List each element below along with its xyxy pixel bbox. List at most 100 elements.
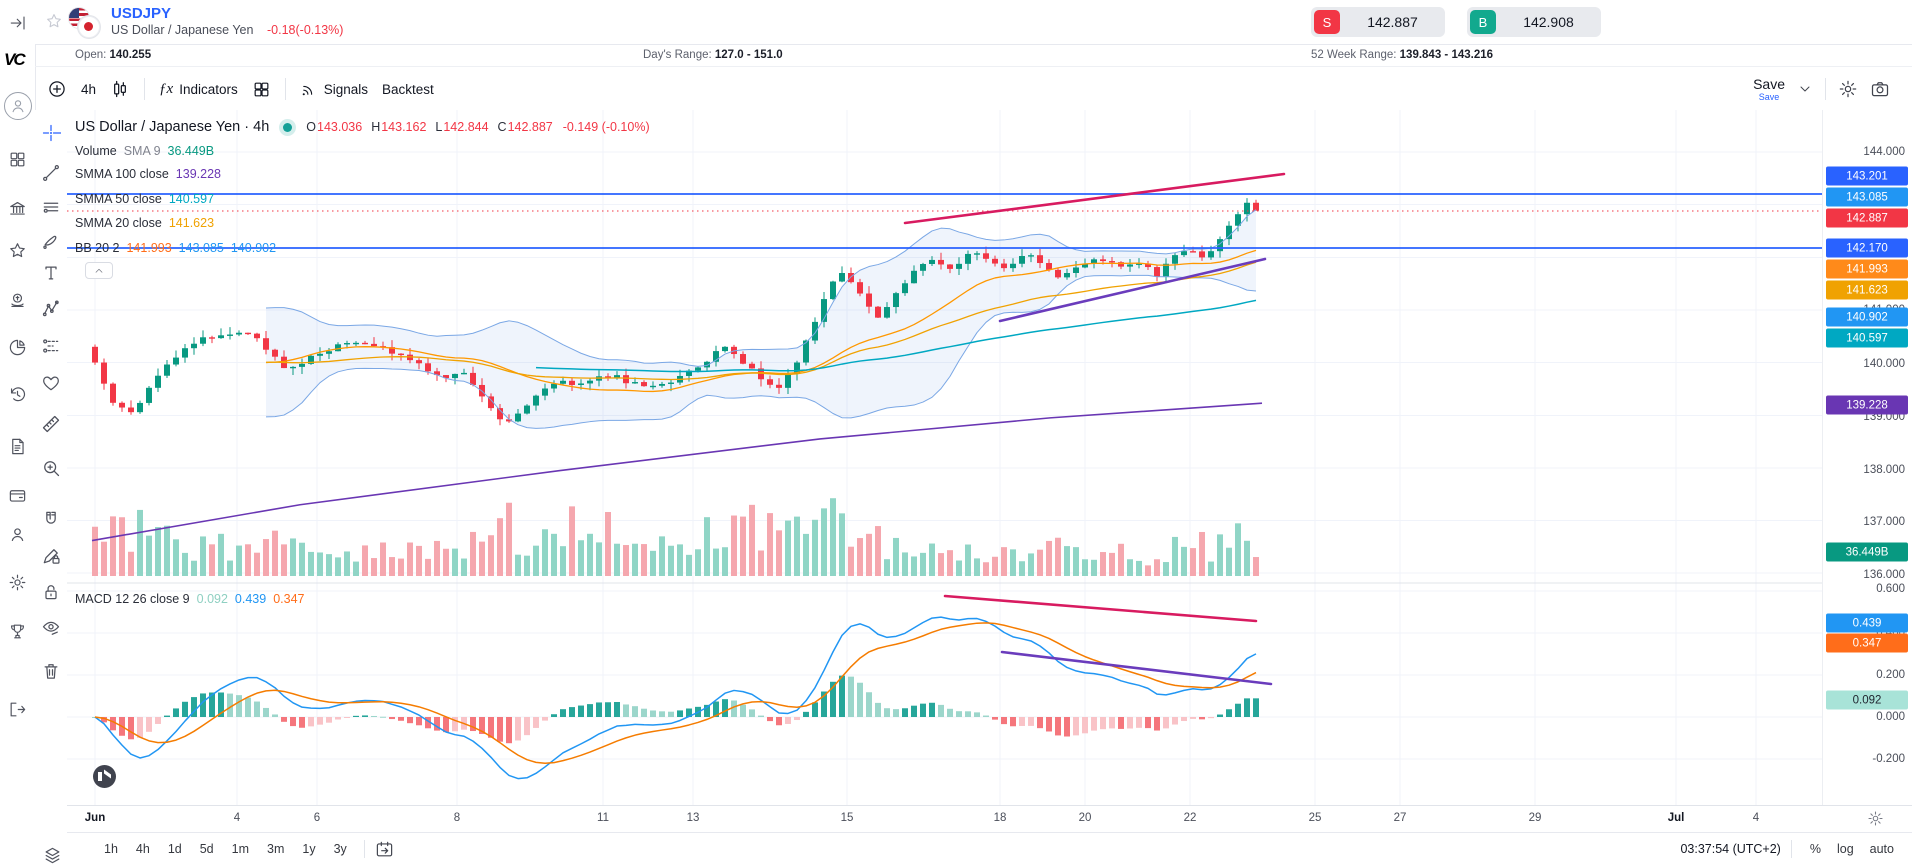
legend-row-smma-50-close[interactable]: SMMA 50 close 140.597 [75,190,214,208]
tool-text-icon[interactable] [38,260,64,286]
legend-symbol-title: US Dollar / Japanese Yen · 4h [75,119,270,135]
range-buttons: 1h 4h 1d 5d 1m 3m 1y 3y [97,839,354,859]
sell-price: 142.887 [1367,14,1418,30]
sidebar-item-star-icon[interactable] [0,237,35,263]
backtest-button[interactable]: Backtest [382,81,434,97]
axis-price-label: 144.000 [1863,146,1905,158]
time-axis[interactable]: Jun 4 6 8 11 13 15 18 20 22 25 27 29 Jul 4 [67,805,1912,833]
chart-region: US Dollar / Japanese Yen · 4h O143.036 H… [67,110,1822,805]
tool-magnet-icon[interactable] [38,506,64,532]
sidebar-item-settings-icon[interactable] [0,569,35,595]
toolbar-separator [144,78,146,100]
sidebar-item-pie-icon[interactable] [0,334,35,360]
snapshot-camera-icon[interactable] [1870,79,1890,99]
open-stat: Open: 140.255 [75,49,152,61]
tool-eye-icon[interactable] [38,615,64,641]
tool-crosshair-icon[interactable] [38,120,64,146]
time-label: 18 [993,812,1007,824]
sidebar-item-profile-icon[interactable] [0,521,35,547]
range-button-5d[interactable]: 5d [199,842,214,856]
tool-zoom-icon[interactable] [38,455,64,481]
tool-hline-icon[interactable] [38,194,64,220]
tool-draw-lock-icon[interactable] [38,543,64,569]
axis-price-label: 136.000 [1863,569,1905,581]
scale-button-%[interactable]: % [1809,842,1821,856]
axis-price-badge: 141.993 [1826,259,1908,279]
chart-canvas[interactable] [67,110,1822,805]
save-menu-chevron-icon[interactable] [1797,81,1813,97]
chart-legend-title: US Dollar / Japanese Yen · 4h O143.036 H… [75,118,650,136]
indicator-label: SMMA 20 close [75,216,162,230]
tool-trendline-icon[interactable] [38,160,64,186]
scale-button-auto[interactable]: auto [1869,842,1894,856]
collapse-legend-button[interactable] [85,262,113,279]
range-button-1y[interactable]: 1y [302,842,316,856]
sidebar-item-deposit-icon[interactable] [0,287,35,313]
sidebar-item-logout-icon[interactable] [0,696,35,722]
chart-settings-icon[interactable] [1838,79,1858,99]
legend-row-bb-20-2[interactable]: BB 20 2 141.993 143.085 140.902 [75,239,276,257]
tradingview-logo[interactable] [93,765,116,788]
sell-badge: S [1314,10,1340,34]
range-button-1m[interactable]: 1m [231,842,249,856]
app-sidebar: VC [0,0,36,864]
vc-logo: VC [4,50,26,69]
sidebar-item-apps-grid-icon[interactable] [0,146,35,172]
time-label: 20 [1078,812,1092,824]
axis-price-label: -0.200 [1872,753,1905,765]
time-label: 4 [233,812,241,824]
sidebar-item-bank-icon[interactable] [0,195,35,221]
sidebar-item-statement-icon[interactable] [0,433,35,459]
legend-row-smma-100-close[interactable]: SMMA 100 close 139.228 [75,165,221,183]
add-symbol-button[interactable] [47,79,67,99]
symbol-header: USDJPY US Dollar / Japanese Yen -0.18(-0… [35,0,1912,44]
range-button-3m[interactable]: 3m [267,842,285,856]
interval-button[interactable]: 4h [81,81,97,97]
macd-value: 0.092 [196,592,228,606]
tool-heart-icon[interactable] [38,370,64,396]
legend-row-volume[interactable]: Volume SMA 9 36.449B [75,142,214,160]
range-button-1d[interactable]: 1d [167,842,182,856]
range-button-1h[interactable]: 1h [104,842,118,856]
favorite-star-icon[interactable] [45,12,63,35]
sidebar-item-wallet-icon[interactable] [0,482,35,508]
templates-button[interactable] [252,80,271,99]
chart-style-button[interactable] [110,79,130,99]
scale-buttons: % log auto [1802,839,1902,859]
tool-brush-icon[interactable] [38,228,64,254]
tool-forecast-icon[interactable] [38,333,64,359]
axis-price-badge: 143.201 [1826,166,1908,186]
tool-pattern-icon[interactable] [38,296,64,322]
clock[interactable]: 03:37:54 (UTC+2) [1680,842,1781,856]
time-label: Jul [1667,812,1685,824]
range-button-4h[interactable]: 4h [135,842,150,856]
market-status-dot [283,122,293,132]
buy-price: 142.908 [1523,14,1574,30]
indicator-label: BB 20 2 [75,241,120,255]
object-tree-layers-icon[interactable] [43,846,62,864]
symbol-ticker[interactable]: USDJPY [111,5,172,22]
fx-icon: ƒx [159,80,174,97]
collapse-panel-icon[interactable] [0,10,35,36]
scale-button-log[interactable]: log [1836,842,1854,856]
buy-quote-button[interactable]: B 142.908 [1467,7,1601,37]
go-to-date-icon[interactable] [375,840,394,859]
legend-row-smma-20-close[interactable]: SMMA 20 close 141.623 [75,214,214,232]
drawing-toolbar [35,110,68,864]
range-button-3y[interactable]: 3y [333,842,347,856]
signals-button[interactable]: Signals [300,80,368,98]
time-label: 13 [686,812,700,824]
tool-trash-icon[interactable] [38,658,64,684]
chart-toolbar: 4h ƒx Indicators Signals Backtest Save Sa… [35,66,1912,112]
avatar[interactable] [4,92,32,120]
sidebar-item-trophy-icon[interactable] [0,618,35,644]
sell-quote-button[interactable]: S 142.887 [1311,7,1445,37]
axis-settings-gear-icon[interactable] [1867,810,1884,832]
sidebar-item-history-icon[interactable] [0,381,35,407]
tool-ruler-icon[interactable] [38,411,64,437]
tool-lock-icon[interactable] [38,579,64,605]
save-button[interactable]: Save Save [1753,75,1785,102]
price-axis[interactable]: 144.000141.000140.000139.000138.000137.0… [1822,110,1912,805]
indicators-button[interactable]: ƒx Indicators [159,80,238,97]
axis-price-label: 0.200 [1876,669,1905,681]
